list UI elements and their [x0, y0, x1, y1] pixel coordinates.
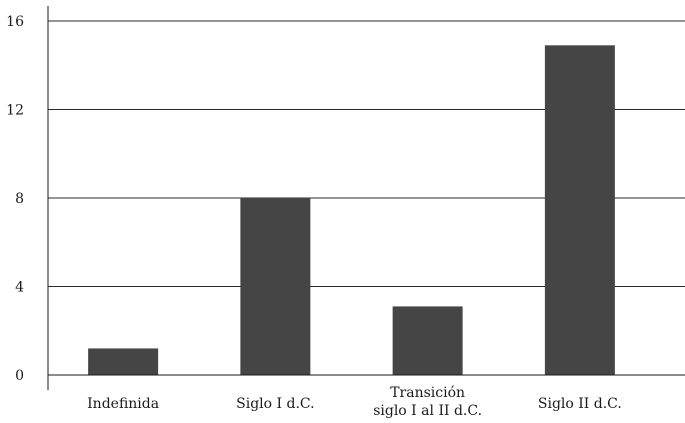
- axes: [47, 6, 685, 390]
- y-tick-label: 8: [15, 191, 24, 207]
- x-category-label: Siglo I d.C.: [236, 396, 314, 412]
- y-tick-label: 0: [15, 368, 24, 384]
- x-category-label: Indefinida: [87, 396, 159, 412]
- bar-3: [544, 45, 615, 376]
- x-category-label: Siglo II d.C.: [538, 396, 622, 412]
- y-tick-labels: 0 4 8 12 16: [6, 14, 24, 384]
- x-category-labels: Indefinida Siglo I d.C. Transición siglo I …: [87, 385, 622, 419]
- x-category-label: Transición: [390, 385, 465, 401]
- bar-0: [88, 348, 159, 375]
- x-category-label: siglo I al II d.C.: [373, 403, 482, 419]
- bar-1: [240, 198, 311, 375]
- bars: [88, 45, 615, 376]
- y-tick-label: 16: [6, 14, 24, 30]
- y-tick-label: 4: [15, 280, 24, 296]
- y-tick-label: 12: [6, 103, 24, 119]
- bar-2: [392, 306, 463, 375]
